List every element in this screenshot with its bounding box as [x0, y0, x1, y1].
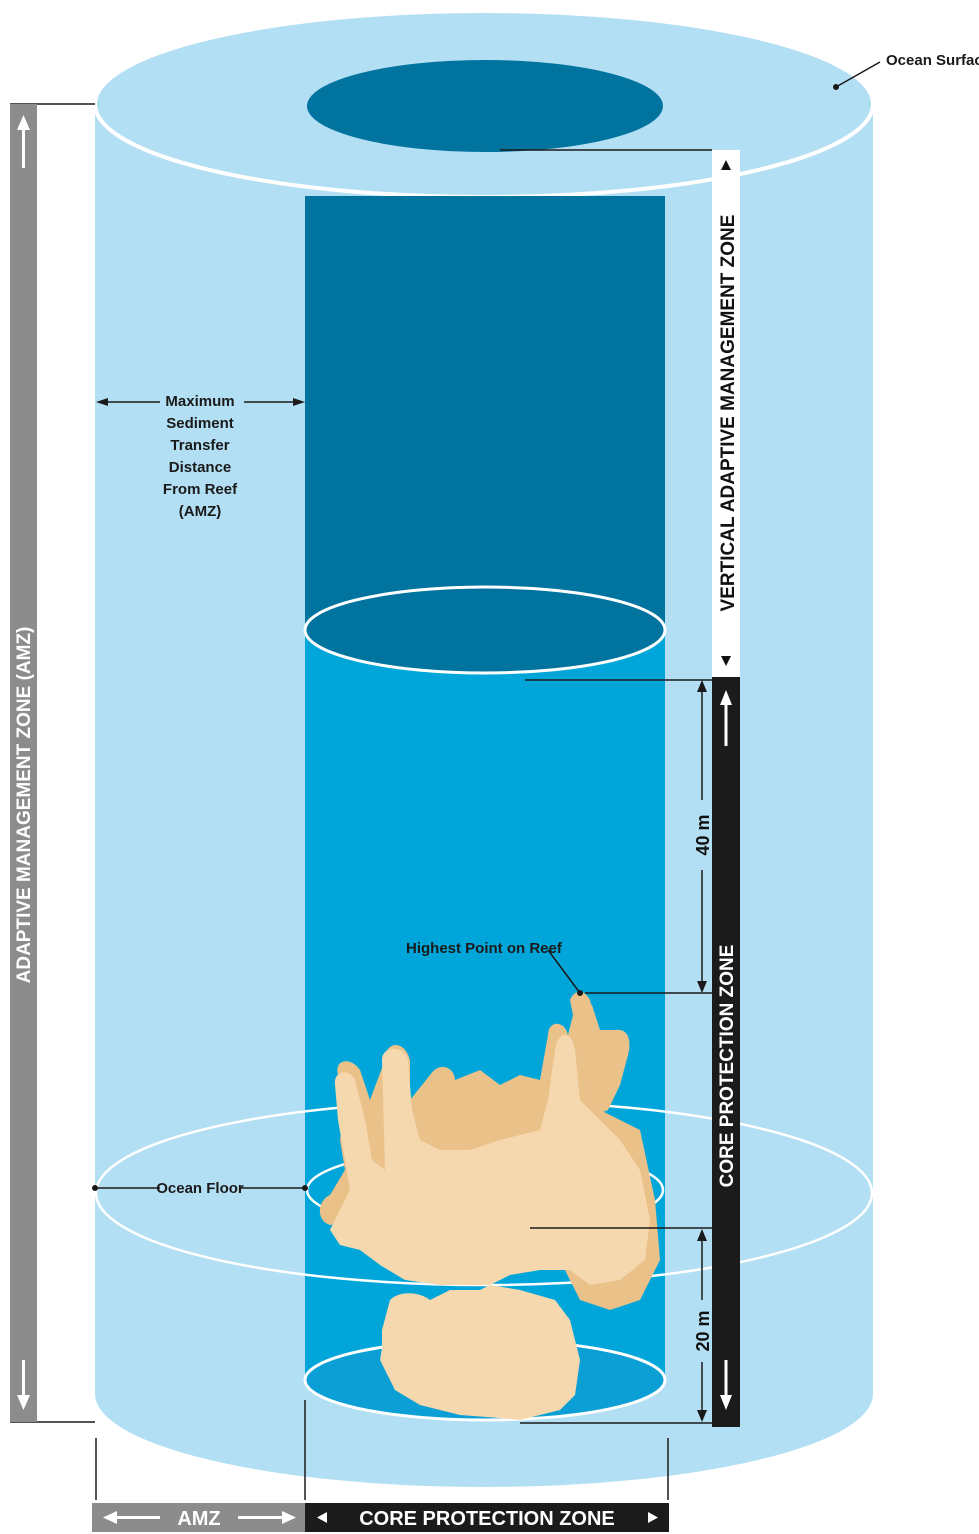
ocean-surface-label: Ocean Surface: [886, 52, 979, 69]
core-protection-vertical-label: CORE PROTECTION ZONE: [717, 945, 738, 1188]
max-sediment-line-4: Distance: [169, 459, 232, 476]
depth-40-label: 40 m: [693, 814, 713, 855]
max-sediment-line-6: (AMZ): [179, 503, 221, 520]
left-amz-bar-label: ADAPTIVE MANAGEMENT ZONE (AMZ): [14, 627, 35, 984]
max-sediment-line-3: Transfer: [170, 437, 229, 454]
arrow-up-icon: [721, 160, 731, 170]
max-sediment-line-5: From Reef: [163, 481, 238, 498]
arrow-left-icon: [103, 1511, 117, 1524]
arrow-down-icon: [17, 1395, 30, 1410]
bottom-amz-label: AMZ: [177, 1508, 220, 1530]
vertical-amz-label: VERTICAL ADAPTIVE MANAGEMENT ZONE: [718, 215, 739, 612]
depth-20-label: 20 m: [693, 1310, 713, 1351]
max-sediment-line-1: Maximum: [165, 393, 234, 410]
max-sediment-label: Maximum Sediment Transfer Distance From …: [163, 393, 238, 520]
reef: [319, 991, 660, 1420]
arrow-right-icon: [648, 1512, 658, 1523]
ocean-floor-label: Ocean Floor: [156, 1180, 244, 1197]
arrow-right-icon: [282, 1511, 296, 1524]
arrow-up-icon: [720, 690, 732, 705]
arrow-left-icon: [317, 1512, 327, 1523]
right-vertical-amz-bar: VERTICAL ADAPTIVE MANAGEMENT ZONE: [712, 150, 740, 677]
bottom-zone-bar: AMZ CORE PROTECTION ZONE: [92, 1503, 669, 1532]
highest-point-label: Highest Point on Reef: [406, 940, 563, 957]
leader-markers: [92, 84, 839, 1422]
max-sediment-line-2: Sediment: [166, 415, 234, 432]
right-core-protection-bar: CORE PROTECTION ZONE: [712, 677, 740, 1427]
arrow-down-icon: [720, 1395, 732, 1410]
arrow-down-icon: [721, 656, 731, 666]
left-amz-bar: ADAPTIVE MANAGEMENT ZONE (AMZ): [10, 104, 37, 1422]
arrow-up-icon: [17, 115, 30, 130]
bottom-core-label: CORE PROTECTION ZONE: [359, 1508, 615, 1530]
